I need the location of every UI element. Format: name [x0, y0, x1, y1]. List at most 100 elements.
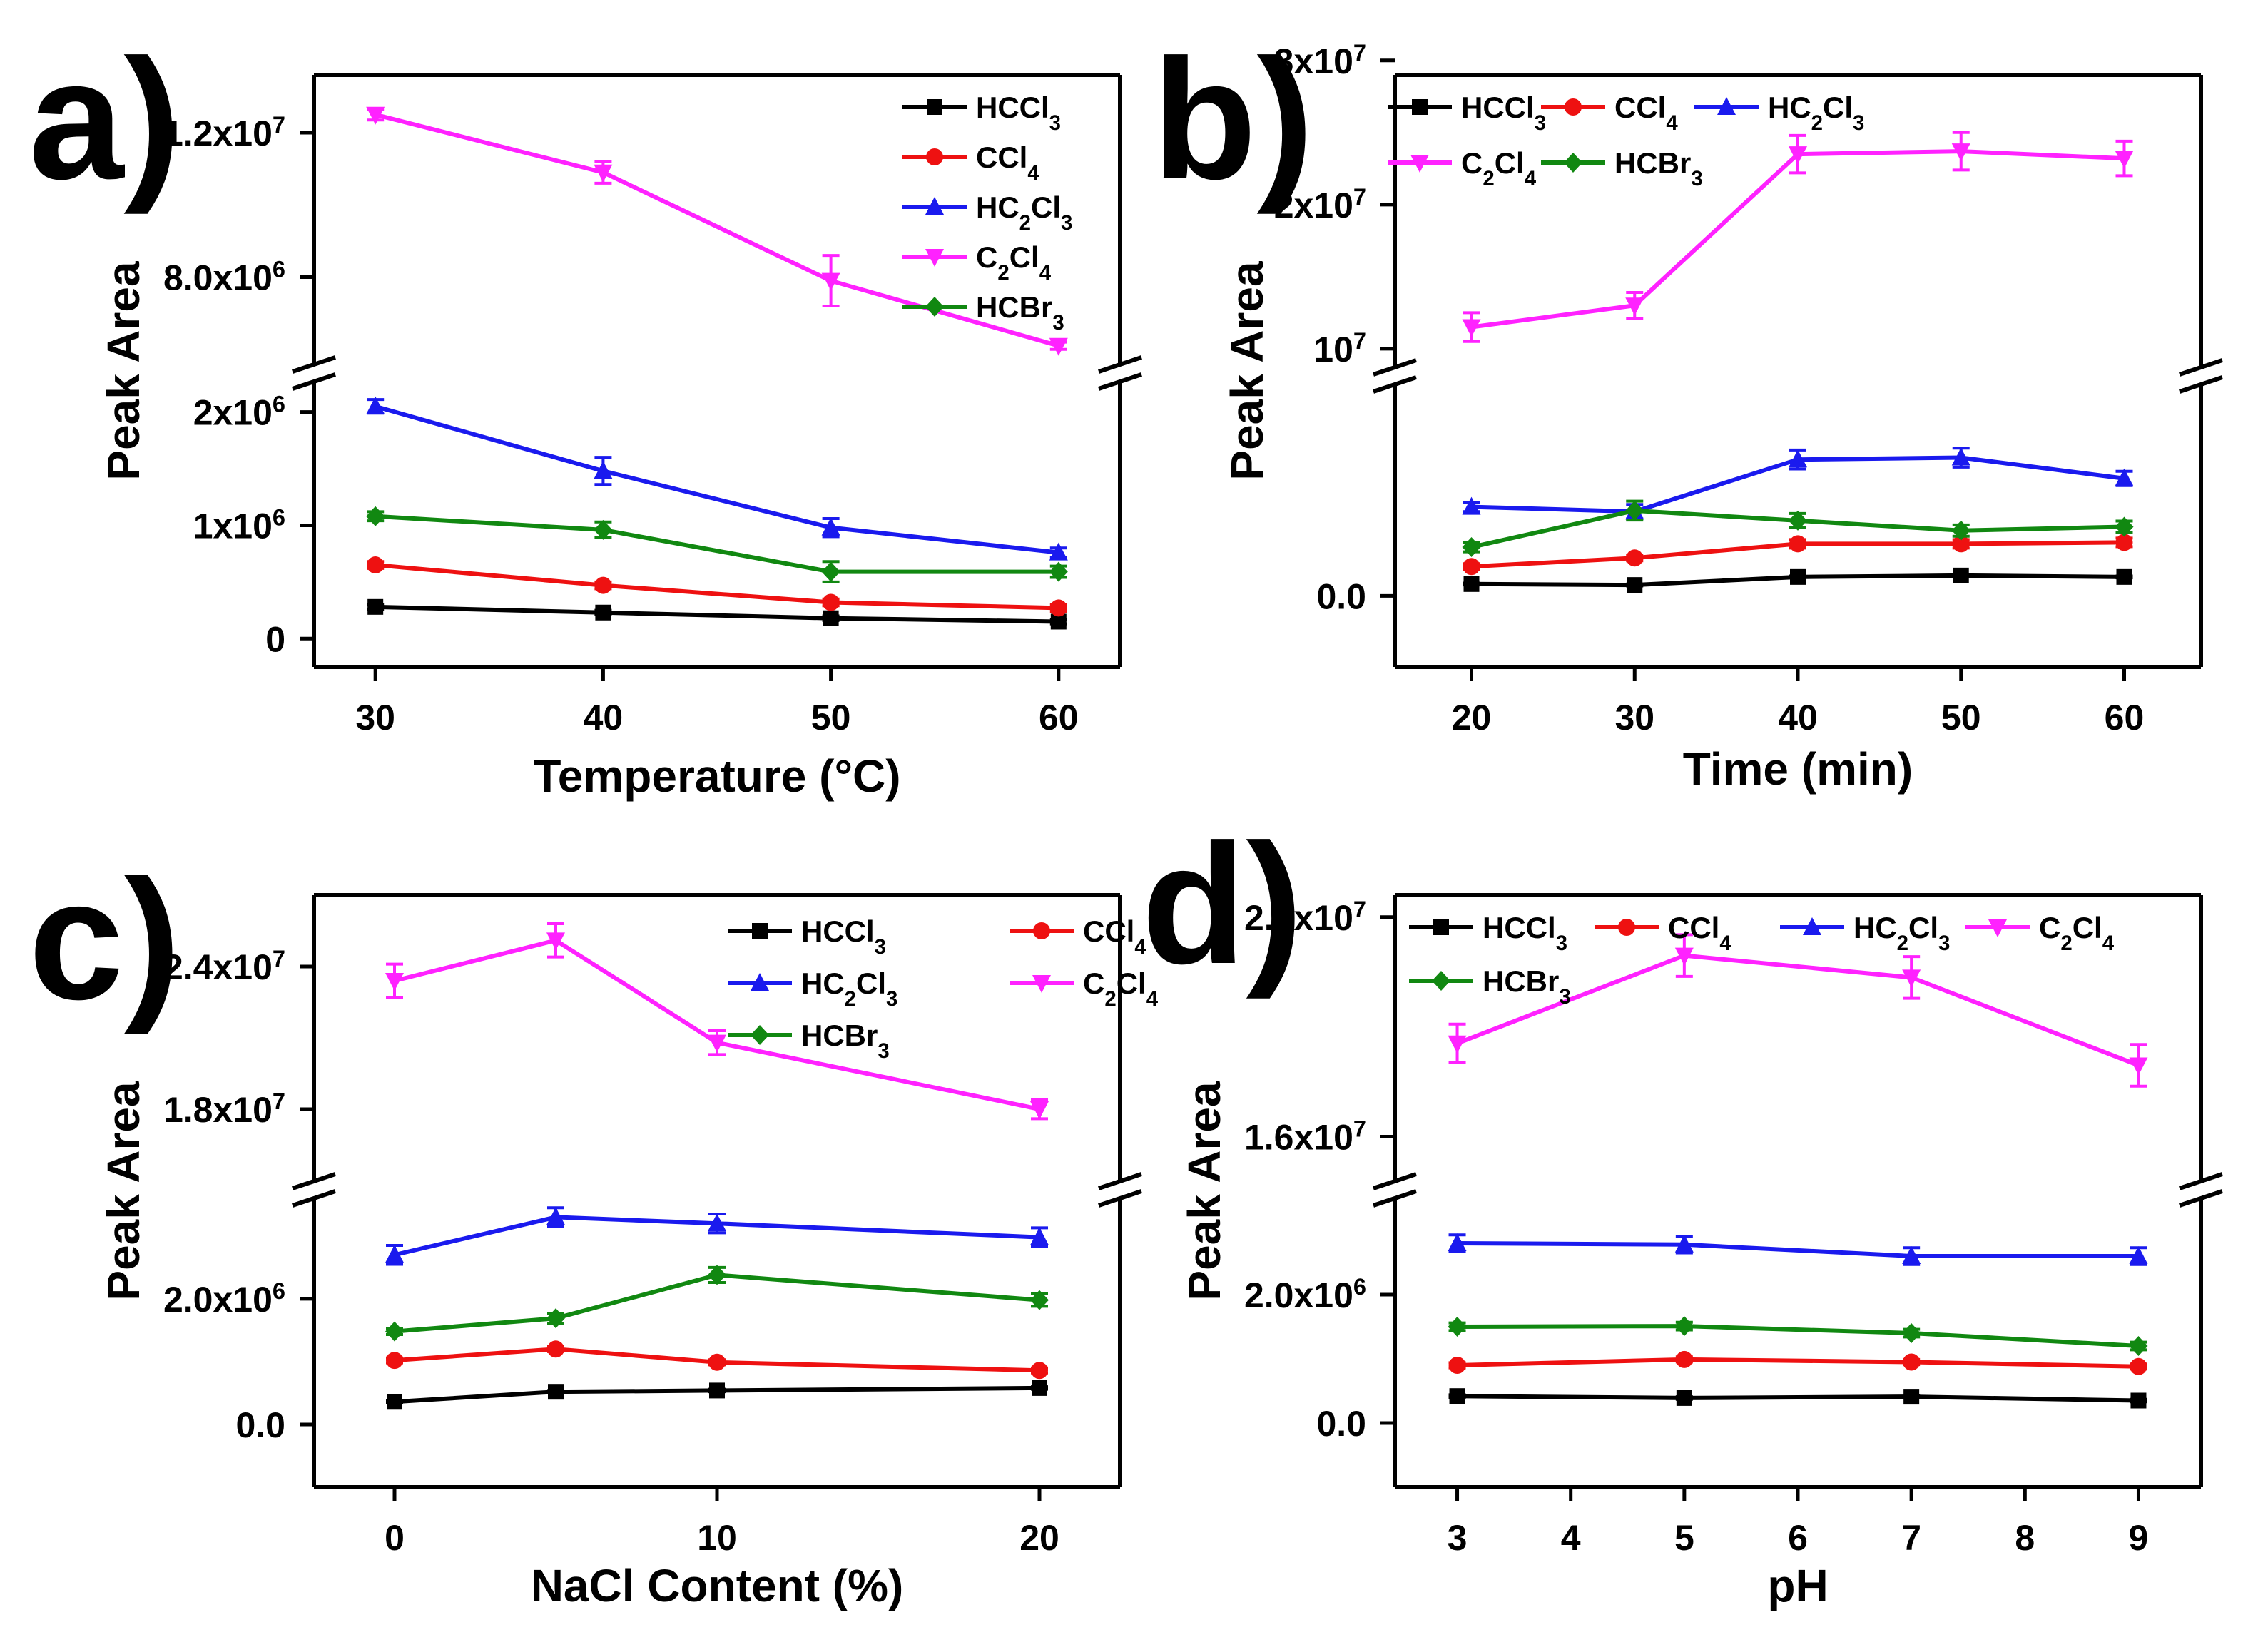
- axis-break-gap: [2180, 1181, 2222, 1198]
- legend-label: C2Cl4: [1083, 967, 1159, 1011]
- y-tick-label: 2x106: [193, 392, 285, 433]
- data-point: [1050, 613, 1067, 630]
- y-tick-label: 107: [1313, 328, 1366, 369]
- y-axis-title: Peak Area: [1179, 1081, 1230, 1301]
- data-point: [708, 1353, 726, 1371]
- data-point: [1030, 1101, 1049, 1119]
- x-tick-label: 50: [811, 698, 851, 738]
- legend-swatch-marker: [926, 148, 943, 165]
- data-point: [823, 610, 839, 626]
- y-axis-title: Peak Area: [1221, 261, 1273, 481]
- x-axis-title: pH: [1767, 1560, 1828, 1611]
- y-tick-label: 1x106: [193, 504, 285, 546]
- legend-label: HCBr3: [976, 290, 1064, 335]
- series-line: [375, 404, 1059, 555]
- legend-label: C2Cl4: [1461, 146, 1537, 190]
- data-point: [1449, 1388, 1465, 1404]
- y-tick-label: 0.0: [1316, 1404, 1366, 1444]
- data-point: [1049, 337, 1068, 356]
- panel-d: d) 3 4 5 6 7 8 9 0.0 2.0x106 1.6x107 2.0x107 pH Peak …: [1141, 808, 2223, 1611]
- data-point: [385, 1321, 404, 1342]
- axis-break-mark: [1098, 355, 1142, 374]
- data-point: [2129, 1246, 2148, 1264]
- x-axis-title: Time (min): [1683, 743, 1913, 795]
- y-tick-label: 3x107: [1274, 40, 1366, 81]
- series-line: [394, 1215, 1040, 1258]
- legend-label: HCCl3: [976, 91, 1061, 135]
- panel-letter: b): [1152, 24, 1314, 215]
- data-point: [2115, 151, 2134, 169]
- data-point: [1049, 599, 1067, 617]
- data-point: [821, 517, 840, 536]
- data-point: [1951, 143, 1970, 162]
- x-tick-label: 3: [1448, 1518, 1468, 1558]
- y-tick-label: 2.0x106: [1244, 1274, 1366, 1315]
- data-point: [1675, 1350, 1693, 1368]
- series-line: [1456, 953, 2140, 1068]
- series-HCBr3: [385, 1265, 1049, 1342]
- legend-label: HCCl3: [1483, 911, 1567, 955]
- data-point: [1951, 520, 1970, 541]
- legend-swatch-marker: [1717, 97, 1736, 115]
- data-point: [2115, 468, 2134, 486]
- axis-break-gap: [1373, 1181, 1416, 1198]
- series-line: [375, 112, 1059, 348]
- panel-letter: c): [29, 844, 180, 1035]
- legend-swatch-marker: [1032, 975, 1051, 993]
- data-point: [1049, 561, 1068, 582]
- data-point: [366, 396, 385, 414]
- axis-break-mark: [1098, 372, 1142, 391]
- data-point: [1448, 1317, 1467, 1337]
- panel-letter: d): [1141, 808, 1303, 999]
- data-point: [1789, 449, 1807, 468]
- series-line: [1471, 149, 2125, 330]
- axis-break-gap: [293, 1181, 335, 1198]
- data-point: [385, 1245, 404, 1263]
- series-CCl4: [386, 1340, 1048, 1380]
- series-C2Cl4: [366, 106, 1068, 356]
- data-point: [1789, 146, 1807, 165]
- legend-swatch-marker: [1803, 917, 1821, 935]
- y-tick-label: 1.6x107: [1244, 1116, 1366, 1157]
- data-point: [1625, 500, 1644, 521]
- data-point: [367, 598, 384, 615]
- series-HCCl3: [386, 1380, 1048, 1410]
- legend-swatch-marker: [1432, 971, 1450, 991]
- data-point: [1903, 1353, 1921, 1371]
- data-point: [1902, 1323, 1921, 1343]
- data-point: [594, 461, 613, 479]
- legend-swatch-marker: [925, 297, 944, 317]
- series-HC2Cl3: [366, 396, 1068, 561]
- series-line: [394, 1385, 1040, 1404]
- data-point: [1030, 1227, 1049, 1245]
- axis-break-mark: [292, 1172, 336, 1190]
- data-point: [1448, 1035, 1467, 1054]
- axis-break-gap: [1099, 364, 1141, 382]
- x-tick-label: 20: [1019, 1518, 1059, 1558]
- x-tick-label: 10: [697, 1518, 737, 1558]
- data-point: [2130, 1357, 2147, 1375]
- data-point: [546, 1207, 565, 1225]
- x-tick-label: 30: [355, 698, 395, 738]
- data-point: [1031, 1362, 1048, 1380]
- legend-label: HCCl3: [1461, 91, 1546, 135]
- legend-swatch-marker: [1412, 99, 1428, 115]
- axis-break-mark: [1373, 1172, 1417, 1190]
- axis-break-mark: [292, 355, 336, 374]
- legend-label: HC2Cl3: [1853, 911, 1950, 955]
- axis-break-gap: [1373, 367, 1416, 384]
- data-point: [1903, 1389, 1920, 1405]
- data-point: [1790, 568, 1806, 585]
- data-point: [366, 506, 385, 526]
- data-point: [594, 519, 613, 540]
- series-line: [1457, 1324, 2139, 1348]
- y-tick-label: 8.0x106: [163, 257, 285, 298]
- series-line: [1457, 1241, 2139, 1258]
- legend-label: CCl4: [1668, 911, 1731, 955]
- data-point: [595, 604, 611, 621]
- axis-break-mark: [292, 1189, 336, 1208]
- data-point: [546, 1308, 565, 1329]
- legend-label: HC2Cl3: [1768, 91, 1864, 135]
- legend-label: C2Cl4: [976, 240, 1052, 285]
